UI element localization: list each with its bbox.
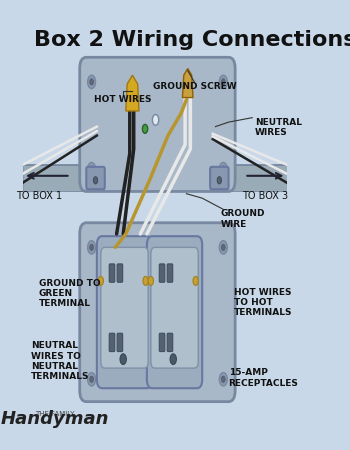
Text: GROUND TO
GREEN
TERMINAL: GROUND TO GREEN TERMINAL (39, 279, 100, 308)
Text: THE FAMILY: THE FAMILY (35, 411, 75, 417)
FancyBboxPatch shape (167, 264, 173, 282)
Text: NEUTRAL
WIRES TO
NEUTRAL
TERMINALS: NEUTRAL WIRES TO NEUTRAL TERMINALS (31, 341, 90, 382)
Circle shape (222, 79, 225, 85)
Circle shape (120, 354, 126, 364)
Circle shape (143, 276, 148, 285)
Polygon shape (182, 68, 193, 98)
Circle shape (90, 166, 93, 172)
FancyBboxPatch shape (80, 57, 235, 191)
Circle shape (222, 376, 225, 382)
Text: 15-AMP
RECEPTACLES: 15-AMP RECEPTACLES (229, 368, 299, 387)
Text: HOT WIRES: HOT WIRES (94, 95, 152, 104)
Circle shape (148, 276, 154, 285)
Circle shape (222, 244, 225, 251)
Circle shape (88, 75, 96, 89)
FancyBboxPatch shape (159, 333, 165, 351)
Circle shape (153, 115, 159, 125)
FancyBboxPatch shape (147, 236, 202, 388)
Circle shape (219, 241, 227, 254)
Circle shape (217, 177, 222, 184)
FancyBboxPatch shape (210, 167, 229, 189)
Text: GROUND SCREW: GROUND SCREW (153, 82, 236, 91)
FancyBboxPatch shape (159, 264, 165, 282)
Circle shape (219, 162, 227, 176)
Circle shape (219, 373, 227, 386)
FancyBboxPatch shape (117, 333, 122, 351)
Circle shape (93, 177, 98, 184)
Circle shape (193, 276, 198, 285)
FancyBboxPatch shape (86, 167, 105, 189)
Text: Handyman: Handyman (0, 410, 109, 428)
Text: HOT WIRES
TO HOT
TERMINALS: HOT WIRES TO HOT TERMINALS (234, 288, 292, 317)
Circle shape (98, 276, 104, 285)
Circle shape (222, 166, 225, 172)
Circle shape (90, 244, 93, 251)
Text: NEUTRAL
WIRES: NEUTRAL WIRES (255, 117, 302, 137)
Circle shape (88, 241, 96, 254)
Circle shape (88, 162, 96, 176)
FancyBboxPatch shape (151, 248, 198, 368)
FancyBboxPatch shape (117, 264, 122, 282)
Circle shape (219, 75, 227, 89)
FancyBboxPatch shape (97, 236, 152, 388)
Text: GROUND
WIRE: GROUND WIRE (220, 209, 265, 229)
Text: TO BOX 1: TO BOX 1 (16, 191, 62, 202)
Text: Box 2 Wiring Connections: Box 2 Wiring Connections (34, 31, 350, 50)
FancyBboxPatch shape (109, 264, 115, 282)
Text: TO BOX 3: TO BOX 3 (242, 191, 288, 202)
FancyBboxPatch shape (167, 333, 173, 351)
Circle shape (90, 79, 93, 85)
Circle shape (142, 124, 148, 133)
Circle shape (170, 354, 176, 364)
Circle shape (90, 376, 93, 382)
FancyBboxPatch shape (80, 223, 235, 402)
FancyBboxPatch shape (109, 333, 115, 351)
Circle shape (88, 373, 96, 386)
Polygon shape (126, 75, 139, 111)
FancyBboxPatch shape (101, 248, 148, 368)
